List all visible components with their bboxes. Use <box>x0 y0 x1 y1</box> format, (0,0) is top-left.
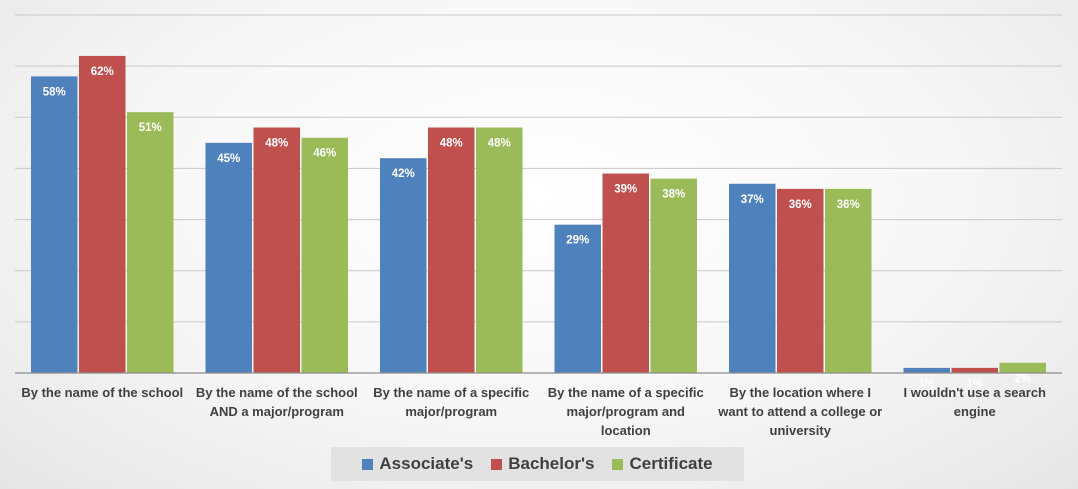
legend-swatch-certificate <box>612 458 624 470</box>
category-label: major/program <box>405 404 497 419</box>
data-label: 1% <box>918 378 935 390</box>
category-label: location <box>601 423 651 438</box>
legend-item-certificate: Certificate <box>612 454 713 474</box>
data-label: 48% <box>440 138 463 150</box>
data-label: 2% <box>1014 373 1031 385</box>
data-label: 38% <box>662 189 685 201</box>
data-label: 58% <box>43 86 66 98</box>
category-label: By the name of the school <box>21 385 183 400</box>
data-label: 42% <box>392 168 415 180</box>
legend: Associate's Bachelor's Certificate <box>331 447 744 481</box>
bar <box>127 112 174 374</box>
data-label: 36% <box>837 199 860 211</box>
bar <box>777 188 824 373</box>
category-label: I wouldn't use a search <box>903 385 1046 400</box>
data-label: 46% <box>313 148 336 160</box>
data-label: 39% <box>614 184 637 196</box>
bar <box>729 183 776 373</box>
category-label: By the name of the school <box>196 385 358 400</box>
bar <box>253 127 300 373</box>
bar <box>428 127 475 373</box>
bar <box>79 55 126 374</box>
legend-label-associates: Associate's <box>379 454 474 473</box>
category-label: major/program and <box>567 404 686 419</box>
bar <box>999 362 1046 373</box>
bar <box>205 142 252 373</box>
bar <box>825 188 872 373</box>
bar <box>951 367 998 373</box>
category-label: AND a major/program <box>210 404 344 419</box>
bar <box>31 76 78 373</box>
legend-item-associates: Associate's <box>362 454 473 474</box>
data-label: 37% <box>741 194 764 206</box>
category-label: By the location where I <box>729 385 871 400</box>
legend-swatch-bachelors <box>491 458 503 470</box>
data-label: 51% <box>139 122 162 134</box>
bar <box>476 127 523 373</box>
data-label: 29% <box>566 235 589 247</box>
chart-plot: 58% 62% 51% By the name of the school 45% 48%… <box>15 14 1062 438</box>
bar <box>380 158 427 373</box>
bar <box>602 173 649 373</box>
legend-label-bachelors: Bachelor's <box>508 454 595 473</box>
data-label: 36% <box>789 199 812 211</box>
category-label: want to attend a college or <box>717 404 882 419</box>
data-label: 48% <box>265 138 288 150</box>
category-label: university <box>770 423 832 438</box>
legend-label-certificate: Certificate <box>629 454 713 473</box>
data-label: 48% <box>488 138 511 150</box>
category-label: By the name of a specific <box>373 385 529 400</box>
data-label: 45% <box>217 153 240 165</box>
bar <box>903 367 950 373</box>
data-label: 1% <box>966 378 983 390</box>
legend-item-bachelors: Bachelor's <box>491 454 594 474</box>
category-label: By the name of a specific <box>548 385 704 400</box>
data-label: 62% <box>91 66 114 78</box>
bar <box>301 137 348 373</box>
bar <box>554 224 601 373</box>
category-label: engine <box>954 404 996 419</box>
legend-swatch-associates <box>362 458 374 470</box>
bar <box>650 178 697 373</box>
